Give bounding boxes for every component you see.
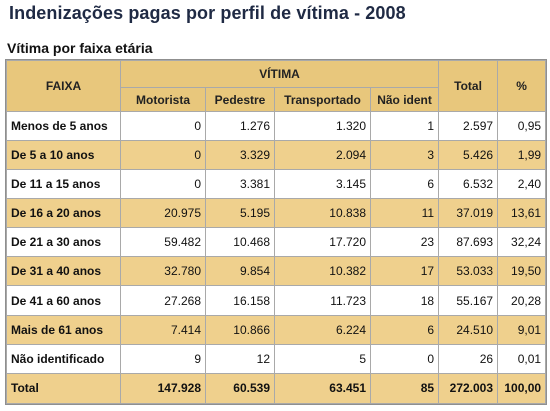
table-row: De 41 a 60 anos 27.268 16.158 11.723 18 55.16… — [6, 285, 547, 316]
row-label: De 16 a 20 anos — [6, 198, 121, 229]
cell-nao-ident: 3 — [369, 140, 440, 171]
cell-nao-ident: 18 — [369, 285, 440, 316]
cell-nao-ident: 6 — [369, 169, 440, 200]
cell-pedestre: 3.381 — [205, 169, 275, 200]
cell-motorista: 20.975 — [120, 198, 206, 229]
cell-transportado: 1.320 — [274, 110, 371, 142]
cell-pedestre: 5.195 — [205, 198, 275, 229]
table-row: Não identificado 9 12 5 0 26 0,01 — [6, 343, 547, 374]
cell-total: 53.033 — [438, 256, 499, 287]
row-label: Mais de 61 anos — [6, 314, 121, 345]
cell-percent: 9,01 — [497, 314, 547, 345]
col-header-total: Total — [438, 60, 499, 112]
cell-total: 24.510 — [438, 314, 499, 345]
col-header-transportado: Transportado — [274, 87, 371, 112]
row-label: Menos de 5 anos — [6, 110, 121, 142]
col-header-nao-ident: Não ident — [369, 87, 440, 112]
cell-motorista: 59.482 — [120, 227, 206, 258]
row-label: De 31 a 40 anos — [6, 256, 121, 287]
cell-transportado: 2.094 — [274, 140, 371, 171]
row-label: De 41 a 60 anos — [6, 285, 121, 316]
cell-transportado: 17.720 — [274, 227, 371, 258]
cell-total: 5.426 — [438, 140, 499, 171]
total-row: Total 147.928 60.539 63.451 85 272.003 100,00 — [6, 372, 547, 405]
total-cell-transportado: 63.451 — [274, 372, 371, 405]
cell-motorista: 0 — [120, 169, 206, 200]
cell-total: 2.597 — [438, 110, 499, 142]
cell-motorista: 7.414 — [120, 314, 206, 345]
cell-nao-ident: 0 — [369, 343, 440, 374]
cell-pedestre: 9.854 — [205, 256, 275, 287]
col-header-pedestre: Pedestre — [205, 87, 275, 112]
total-cell-total: 272.003 — [438, 372, 499, 405]
table-row: De 5 a 10 anos 0 3.329 2.094 3 5.426 1,99 — [6, 140, 547, 171]
row-label: De 21 a 30 anos — [6, 227, 121, 258]
cell-total: 55.167 — [438, 285, 499, 316]
cell-pedestre: 10.468 — [205, 227, 275, 258]
table-row: De 31 a 40 anos 32.780 9.854 10.382 17 53.033… — [6, 256, 547, 287]
total-cell-pedestre: 60.539 — [205, 372, 275, 405]
cell-percent: 32,24 — [497, 227, 547, 258]
cell-transportado: 6.224 — [274, 314, 371, 345]
total-label: Total — [6, 372, 121, 405]
cell-percent: 0,01 — [497, 343, 547, 374]
table-row: Mais de 61 anos 7.414 10.866 6.224 6 24.510 9,… — [6, 314, 547, 345]
col-header-vitima: VÍTIMA — [119, 60, 440, 88]
row-label: De 11 a 15 anos — [6, 169, 121, 200]
cell-pedestre: 16.158 — [205, 285, 275, 316]
col-header-percent: % — [497, 60, 547, 112]
table-row: De 11 a 15 anos 0 3.381 3.145 6 6.532 2,40 — [6, 169, 547, 200]
cell-total: 37.019 — [438, 198, 499, 229]
col-header-faixa: FAIXA — [6, 60, 121, 112]
cell-transportado: 5 — [274, 343, 371, 374]
cell-motorista: 9 — [120, 343, 206, 374]
row-label: Não identificado — [6, 343, 121, 374]
data-table: FAIXA VÍTIMA Total % Motorista Pedestre … — [4, 59, 548, 405]
cell-percent: 2,40 — [497, 169, 547, 200]
row-label: De 5 a 10 anos — [6, 140, 121, 171]
cell-percent: 13,61 — [497, 198, 547, 229]
col-header-motorista: Motorista — [120, 87, 206, 112]
cell-percent: 20,28 — [497, 285, 547, 316]
cell-nao-ident: 23 — [369, 227, 440, 258]
total-cell-percent: 100,00 — [497, 372, 547, 405]
cell-total: 6.532 — [438, 169, 499, 200]
cell-pedestre: 3.329 — [205, 140, 275, 171]
total-cell-motorista: 147.928 — [120, 372, 206, 405]
table-row: De 16 a 20 anos 20.975 5.195 10.838 11 37.019… — [6, 198, 547, 229]
page-title: Indenizações pagas por perfil de vítima … — [9, 3, 406, 23]
section-title: Vítima por faixa etária — [7, 40, 153, 56]
cell-motorista: 0 — [120, 140, 206, 171]
table-row: De 21 a 30 anos 59.482 10.468 17.720 23 87.69… — [6, 227, 547, 258]
cell-nao-ident: 6 — [369, 314, 440, 345]
table-row: Menos de 5 anos 0 1.276 1.320 1 2.597 0,95 — [6, 110, 547, 142]
table-body: Menos de 5 anos 0 1.276 1.320 1 2.597 0,95 De 5… — [6, 110, 547, 405]
cell-motorista: 32.780 — [120, 256, 206, 287]
cell-transportado: 10.838 — [274, 198, 371, 229]
cell-pedestre: 12 — [205, 343, 275, 374]
cell-transportado: 11.723 — [274, 285, 371, 316]
cell-pedestre: 1.276 — [205, 110, 275, 142]
cell-pedestre: 10.866 — [205, 314, 275, 345]
cell-motorista: 27.268 — [120, 285, 206, 316]
cell-transportado: 3.145 — [274, 169, 371, 200]
cell-percent: 0,95 — [497, 110, 547, 142]
cell-nao-ident: 11 — [369, 198, 440, 229]
cell-transportado: 10.382 — [274, 256, 371, 287]
cell-total: 87.693 — [438, 227, 499, 258]
cell-percent: 1,99 — [497, 140, 547, 171]
cell-total: 26 — [438, 343, 499, 374]
cell-nao-ident: 17 — [369, 256, 440, 287]
cell-percent: 19,50 — [497, 256, 547, 287]
cell-nao-ident: 1 — [369, 110, 440, 142]
total-cell-nao-ident: 85 — [369, 372, 440, 405]
cell-motorista: 0 — [120, 110, 206, 142]
